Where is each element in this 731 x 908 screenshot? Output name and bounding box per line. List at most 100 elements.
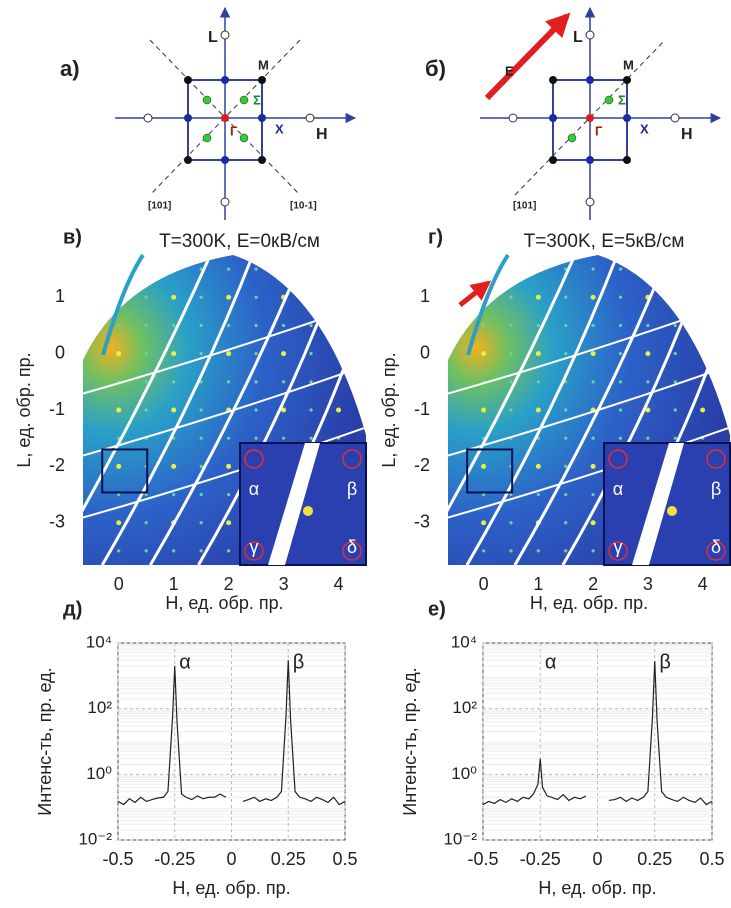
bragg-spot bbox=[481, 407, 487, 413]
bragg-spot bbox=[116, 520, 122, 526]
x-tick-label: 4 bbox=[698, 574, 708, 594]
x-tick-label: 2 bbox=[224, 574, 234, 594]
bragg-spot bbox=[591, 267, 595, 271]
bragg-spot bbox=[535, 407, 541, 413]
x-tick-label: 1 bbox=[533, 574, 543, 594]
bragg-spot bbox=[536, 380, 540, 384]
bragg-spot bbox=[564, 521, 568, 525]
detector-gap bbox=[83, 255, 212, 565]
y-tick-label: 10⁻² bbox=[78, 829, 112, 848]
field-arrow bbox=[458, 280, 492, 307]
bragg-spot bbox=[701, 323, 705, 328]
bragg-spot bbox=[226, 294, 232, 300]
bragg-spot bbox=[535, 463, 541, 469]
bragg-spot bbox=[227, 492, 231, 497]
bragg-spot bbox=[254, 408, 258, 412]
bragg-spot bbox=[590, 520, 596, 526]
bragg-spot bbox=[144, 521, 148, 525]
bragg-spot bbox=[227, 323, 231, 328]
direction: [101] bbox=[148, 201, 171, 212]
bragg-spot bbox=[481, 323, 486, 328]
bragg-spot bbox=[116, 407, 122, 413]
roi-box bbox=[466, 448, 514, 494]
bragg-spot bbox=[481, 351, 487, 357]
x-tick-label: 0 bbox=[226, 849, 236, 869]
x-tick-label: 0.25 bbox=[271, 849, 306, 869]
inset-gap bbox=[632, 443, 684, 565]
bragg-spot bbox=[199, 492, 203, 497]
bragg-spot bbox=[336, 294, 342, 300]
point-label: Σ bbox=[253, 92, 261, 107]
bragg-spot bbox=[564, 295, 568, 299]
bragg-spot bbox=[116, 351, 122, 357]
peak-marker bbox=[608, 449, 628, 469]
y-tick-label: 0 bbox=[55, 342, 65, 362]
axis-label: L bbox=[573, 29, 583, 46]
x-tick-label: -0.25 bbox=[154, 849, 195, 869]
inset-label: α bbox=[613, 479, 623, 499]
bragg-spot bbox=[117, 492, 121, 497]
x-tick-label: 0.5 bbox=[332, 849, 357, 869]
axis-label: H bbox=[316, 126, 328, 143]
panel-label: в) bbox=[63, 226, 82, 248]
peak-label: α bbox=[179, 651, 191, 673]
bragg-spot bbox=[646, 323, 650, 328]
bragg-spot bbox=[535, 351, 541, 357]
inset-label: γ bbox=[614, 537, 623, 557]
bragg-spot bbox=[564, 464, 568, 468]
data-line bbox=[482, 661, 713, 806]
bragg-spot bbox=[227, 267, 231, 271]
bragg-spot bbox=[509, 521, 513, 525]
bragg-spot bbox=[590, 294, 596, 300]
chart-title: T=300K, E=5кВ/см bbox=[524, 231, 685, 252]
bragg-spot bbox=[645, 351, 651, 357]
bragg-spot bbox=[144, 295, 148, 299]
bragg-spot bbox=[144, 323, 148, 328]
bragg-spot bbox=[172, 492, 176, 497]
bragg-spot bbox=[144, 267, 148, 271]
bragg-spot bbox=[701, 267, 705, 271]
peak-marker bbox=[706, 541, 726, 561]
bragg-spot bbox=[199, 295, 203, 299]
bragg-spot bbox=[564, 352, 568, 356]
panel-label: д) bbox=[63, 598, 82, 620]
bragg-spot bbox=[281, 323, 286, 328]
bragg-spot bbox=[336, 351, 342, 357]
bragg-spot bbox=[144, 408, 148, 412]
y-tick-label: 10² bbox=[87, 698, 112, 717]
panel-label: е) bbox=[428, 598, 446, 620]
inset-spot bbox=[303, 506, 313, 516]
bragg-spot bbox=[227, 436, 231, 440]
bragg-spot bbox=[254, 323, 258, 328]
peak-marker bbox=[608, 541, 628, 561]
y-axis-label: L, ед. обр. пр. bbox=[14, 352, 34, 467]
inset-gap bbox=[268, 443, 320, 565]
y-tick-label: 1 bbox=[55, 286, 65, 306]
y-tick-label: 10² bbox=[452, 698, 477, 717]
peak-marker bbox=[342, 541, 362, 561]
peak-marker bbox=[244, 449, 264, 469]
y-tick-label: 10⁰ bbox=[451, 764, 477, 783]
bragg-spot bbox=[591, 323, 595, 328]
bragg-spot bbox=[700, 351, 706, 357]
bragg-spot bbox=[227, 380, 231, 384]
bragg-spot bbox=[336, 407, 342, 413]
x-axis-label: H, ед. обр. пр. bbox=[530, 593, 648, 613]
bragg-spot bbox=[564, 408, 568, 412]
bragg-spot bbox=[618, 295, 623, 299]
inset-spot bbox=[667, 506, 677, 516]
bragg-spot bbox=[481, 463, 487, 469]
x-tick-label: 2 bbox=[588, 574, 598, 594]
bragg-spot bbox=[535, 294, 541, 300]
bragg-spot bbox=[117, 267, 121, 271]
bragg-spot bbox=[564, 549, 568, 553]
bragg-spot bbox=[509, 352, 513, 356]
bragg-spot bbox=[618, 380, 623, 384]
y-axis-label: Интенс-ть, пр. ед. bbox=[35, 667, 55, 815]
gamma-dot bbox=[586, 114, 594, 122]
bragg-spot bbox=[509, 408, 513, 412]
bragg-spot bbox=[673, 380, 677, 384]
bragg-spot bbox=[590, 463, 596, 469]
inset-label: β bbox=[711, 479, 721, 499]
